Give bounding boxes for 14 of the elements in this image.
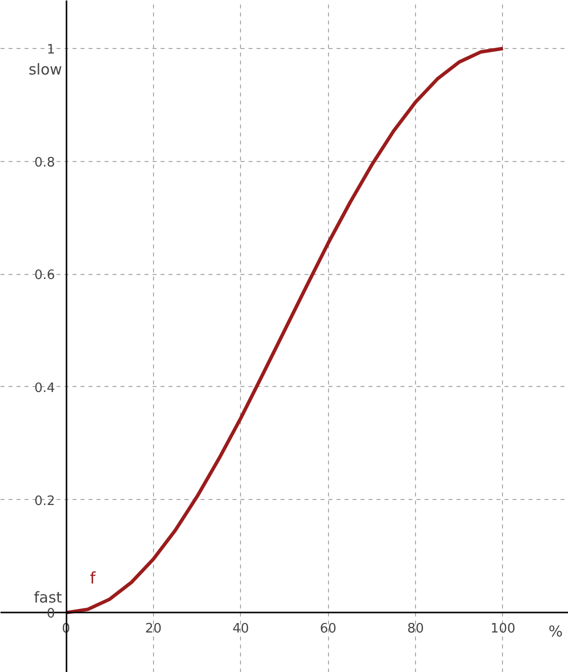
x-tick-label: 100 [490,622,516,637]
y-tick-label: 0.8 [34,155,56,170]
series-label: f [90,568,96,588]
x-axis-title: % [548,622,563,641]
y-tick-label: 1 [46,42,56,58]
x-tick-label: 20 [145,622,162,637]
y-tick-label: 0.6 [34,268,56,284]
annotation: slow [28,60,62,78]
x-tick-label: 40 [232,622,250,637]
y-tick-label: 0.4 [34,381,56,396]
y-tick-label: 0.2 [34,494,56,509]
annotation: fast [34,588,62,607]
x-tick-label: 60 [320,622,336,637]
x-tick-label: 80 [407,622,424,637]
